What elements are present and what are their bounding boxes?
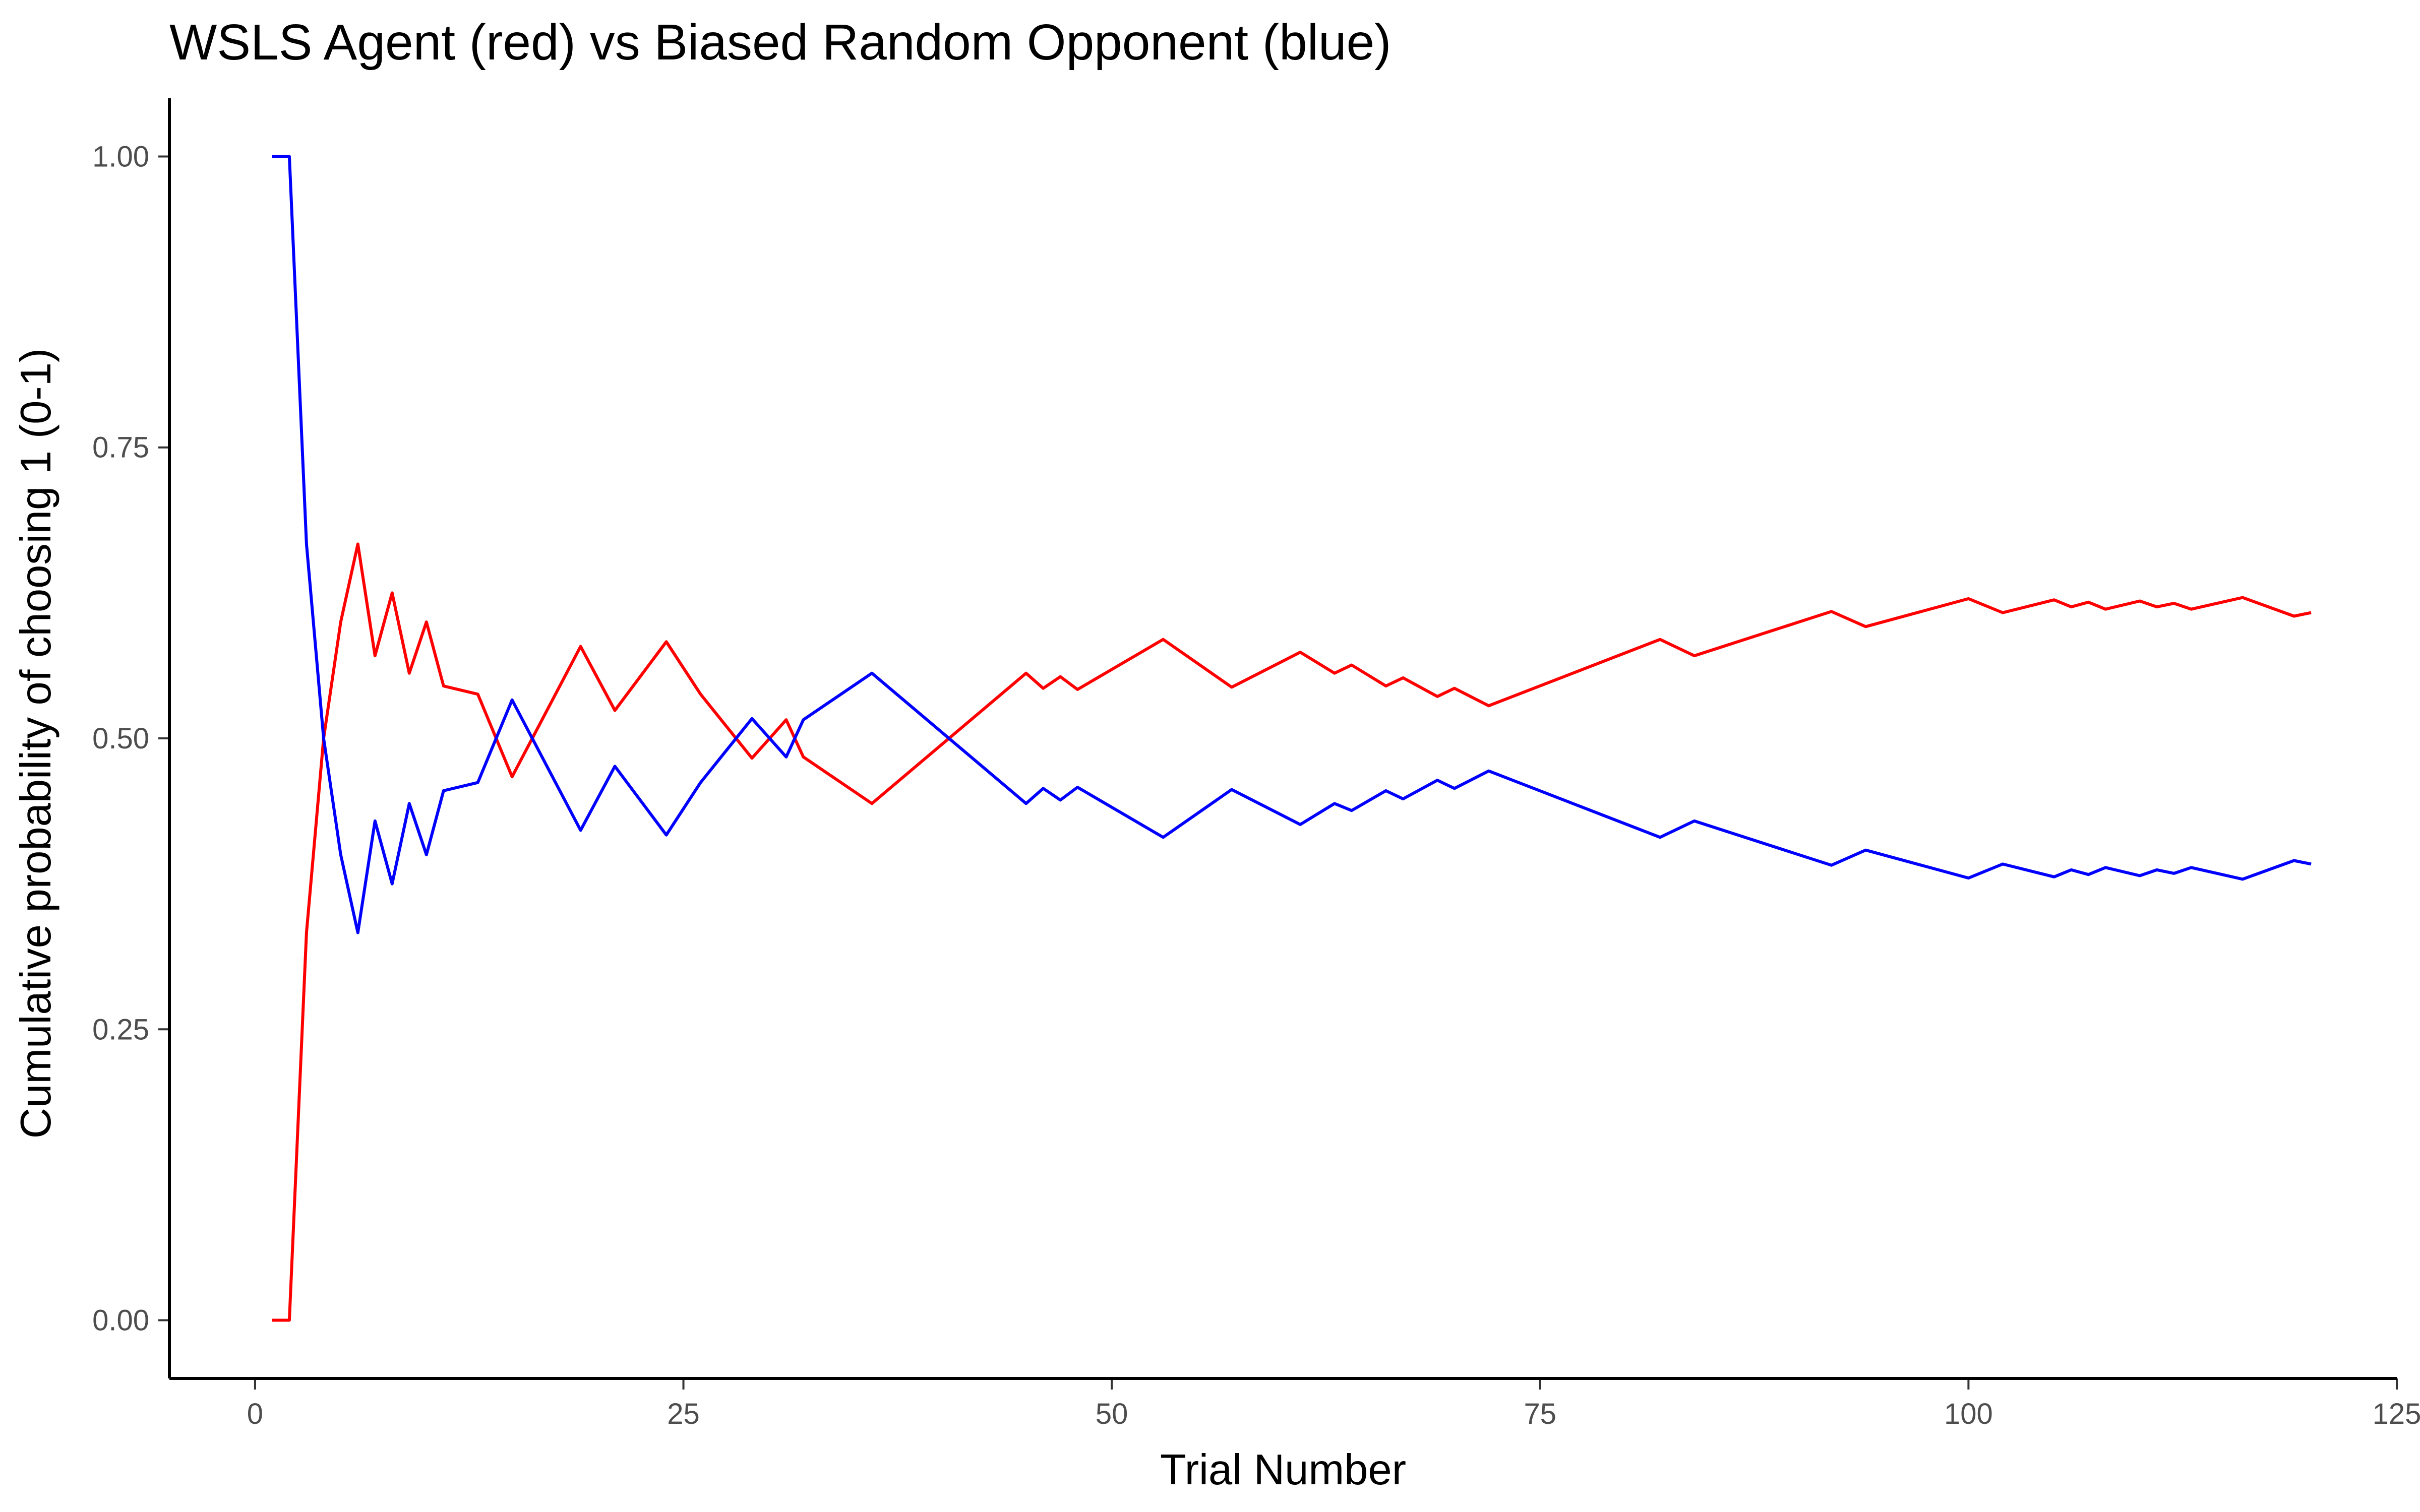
y-tick-label: 0.75 (92, 431, 149, 464)
x-axis-title: Trial Number (1160, 1446, 1406, 1494)
y-tick-label: 1.00 (92, 140, 149, 173)
chart-title: WSLS Agent (red) vs Biased Random Oppone… (169, 14, 1392, 71)
y-tick-label: 0.00 (92, 1304, 149, 1337)
x-tick-label: 100 (1944, 1398, 1993, 1430)
y-axis-title: Cumulative probability of choosing 1 (0-… (12, 348, 60, 1139)
x-tick-label: 50 (1096, 1398, 1128, 1430)
y-tick-label: 0.50 (92, 722, 149, 755)
red-series-line (272, 542, 2312, 1322)
y-tick-label: 0.25 (92, 1013, 149, 1046)
blue-series-line (272, 155, 2312, 934)
x-tick-label: 25 (667, 1398, 700, 1430)
x-tick-label: 75 (1524, 1398, 1557, 1430)
x-tick-label: 125 (2373, 1398, 2420, 1430)
x-tick-label: 0 (247, 1398, 263, 1430)
